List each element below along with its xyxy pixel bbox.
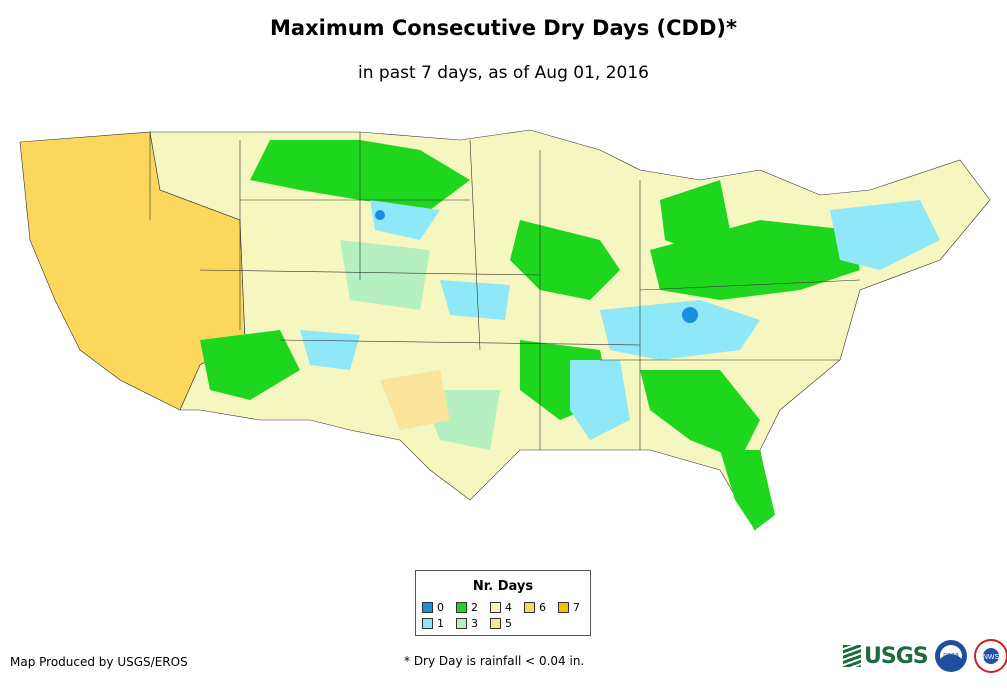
legend-swatch <box>422 602 433 613</box>
dry-day-footnote: * Dry Day is rainfall < 0.04 in. <box>404 654 585 668</box>
blue-colorado <box>300 330 360 370</box>
usgs-mark-icon <box>843 645 861 667</box>
legend-label: 3 <box>471 617 478 630</box>
blue-kansas <box>440 280 510 320</box>
legend-swatch <box>490 602 501 613</box>
legend-item-5: 5 <box>490 617 512 630</box>
legend-title: Nr. Days <box>472 579 534 594</box>
region-central-east <box>149 129 991 531</box>
blue-northeast <box>830 200 940 270</box>
green-florida <box>720 450 775 530</box>
dark-blue-spot <box>375 210 385 220</box>
legend-item-3: 3 <box>456 617 478 630</box>
nws-logo-text: NWS <box>982 654 999 661</box>
map-title: Maximum Consecutive Dry Days (CDD)* <box>270 16 737 40</box>
legend-label: 1 <box>437 617 444 630</box>
lightgreen-central <box>340 240 430 310</box>
legend-label: 4 <box>505 601 512 614</box>
green-southwest <box>200 330 300 400</box>
legend-swatch <box>558 602 569 613</box>
blue-northplains <box>370 200 440 240</box>
legend-swatch <box>524 602 535 613</box>
legend-swatch <box>422 618 433 629</box>
green-midwest <box>510 220 620 300</box>
legend-label: 7 <box>573 601 580 614</box>
legend-item-7: 7 <box>558 601 580 614</box>
green-southeast <box>640 370 760 460</box>
legend-label: 5 <box>505 617 512 630</box>
usgs-logo: USGS <box>843 643 929 669</box>
legend-swatch <box>490 618 501 629</box>
legend-label: 2 <box>471 601 478 614</box>
blue-mississippi <box>570 360 630 440</box>
orange-texas <box>380 370 450 430</box>
legend-item-0: 0 <box>422 601 444 614</box>
us-dry-days-map <box>19 129 991 531</box>
legend-item-2: 2 <box>456 601 478 614</box>
dark-blue-spot <box>682 307 698 323</box>
noaa-logo-text: noaa <box>943 652 959 659</box>
legend-item-1: 1 <box>422 617 444 630</box>
usgs-logo-text: USGS <box>864 643 929 669</box>
legend-label: 6 <box>539 601 546 614</box>
legend-label: 0 <box>437 601 444 614</box>
agency-logos: USGS noaa NWS <box>843 638 1007 674</box>
map-subtitle: in past 7 days, as of Aug 01, 2016 <box>358 63 649 83</box>
legend-swatch <box>456 602 467 613</box>
noaa-logo-icon: noaa <box>934 640 967 672</box>
state-borders <box>149 132 861 450</box>
legend-item-4: 4 <box>490 601 512 614</box>
legend-item-6: 6 <box>524 601 546 614</box>
legend-swatch <box>456 618 467 629</box>
green-michigan <box>660 180 730 250</box>
nws-logo-icon: NWS <box>973 639 1007 673</box>
legend: Nr. Days 0 1 2 3 4 5 6 7 <box>415 570 591 636</box>
map-credit: Map Produced by USGS/EROS <box>10 655 188 669</box>
